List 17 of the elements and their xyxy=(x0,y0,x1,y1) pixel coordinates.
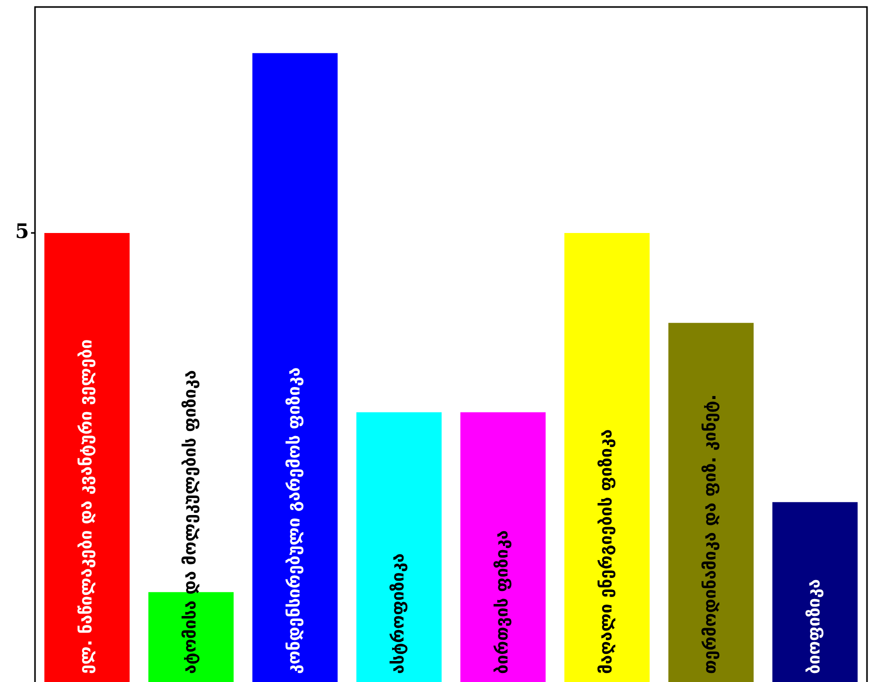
bar xyxy=(148,592,234,682)
bar xyxy=(252,53,338,682)
x-tick-label: ბიოფიზიკა xyxy=(804,579,824,674)
x-tick-label: ბირთვის ფიზიკა xyxy=(492,530,512,674)
bar xyxy=(668,322,754,682)
bar xyxy=(356,412,442,682)
x-tick-label: კონდენსირებული გარემოს ფიზიკა xyxy=(284,367,304,674)
bar xyxy=(564,232,650,682)
x-tick-label: მაღალი ენერგიების ფიზიკა xyxy=(596,429,616,674)
bar xyxy=(772,502,858,682)
x-tick-label: ატომისა და მოლეკულების ფიზიკა xyxy=(180,370,200,674)
annotation: 5 xyxy=(15,219,29,244)
bar xyxy=(460,412,546,682)
x-tick-label: ელ. ნაწილაკები და კვანტური ველები xyxy=(76,339,96,674)
x-tick-label: თერმოდინამიკა და ფიზ. კინეტ. xyxy=(700,394,720,674)
x-tick-label: ასტროფიზიკა xyxy=(388,553,408,674)
bar xyxy=(44,232,130,682)
